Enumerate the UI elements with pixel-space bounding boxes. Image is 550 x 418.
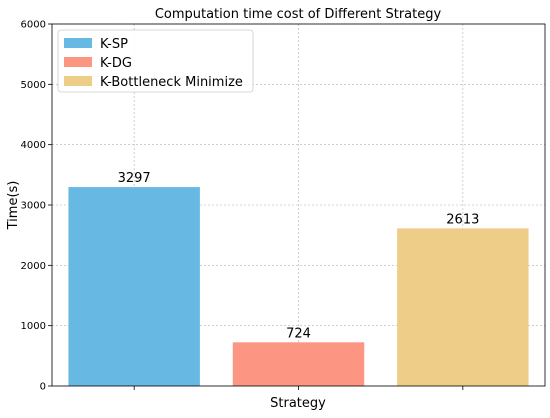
bar-value-label: 724 <box>286 326 311 341</box>
bar-value-labels: 3297 724 2613 <box>118 171 480 341</box>
y-tick-label: 0 <box>40 382 46 393</box>
legend-swatch <box>64 38 92 48</box>
y-tick-label: 1000 <box>21 321 46 332</box>
legend-label: K-DG <box>100 56 132 71</box>
bars <box>68 187 529 386</box>
legend-box <box>57 29 254 93</box>
bar-value-label: 3297 <box>118 171 151 186</box>
legend: K-SP K-DG K-Bottleneck Minimize <box>57 29 254 93</box>
y-tick-label: 4000 <box>21 140 46 151</box>
y-axis-ticks: 0 1000 2000 3000 4000 5000 6000 <box>21 20 464 393</box>
bar-k-dg <box>232 342 365 386</box>
legend-label: K-SP <box>100 37 128 52</box>
y-tick-label: 2000 <box>21 261 46 272</box>
y-tick-label: 6000 <box>21 20 46 31</box>
y-tick-label: 3000 <box>21 201 46 212</box>
y-axis-label: Time(s) <box>6 181 21 231</box>
chart-title: Computation time cost of Different Strat… <box>155 7 442 22</box>
legend-swatch <box>64 76 92 86</box>
y-tick-label: 5000 <box>21 80 46 91</box>
legend-label: K-Bottleneck Minimize <box>100 75 243 90</box>
bar-k-bottleneck-minimize <box>397 228 529 386</box>
legend-swatch <box>64 57 92 67</box>
x-axis-label: Strategy <box>270 396 326 411</box>
bar-k-sp <box>68 187 200 386</box>
bar-value-label: 2613 <box>446 212 479 227</box>
